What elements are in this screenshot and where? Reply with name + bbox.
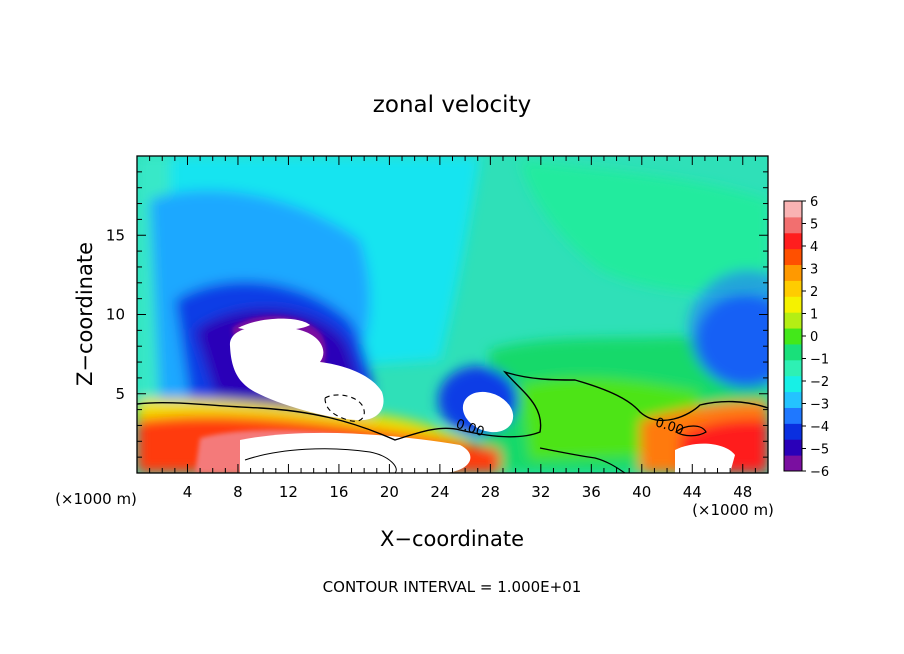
y-tick-label: 5 [115, 385, 125, 403]
colorbar-swatch [784, 280, 802, 297]
x-tick-label: 28 [481, 483, 500, 501]
positive-contour-thin [244, 448, 397, 473]
green-region-right [520, 160, 768, 294]
white-strip-left [238, 318, 310, 331]
x-tick-label: 40 [632, 483, 651, 501]
colorbar: 6 5 4 3 2 1 0 −1 −2 −3 −4 −5 −6 [783, 195, 829, 480]
zero-contour [137, 370, 768, 441]
white-saturated-region-left [229, 325, 384, 421]
colorbar-swatch [784, 455, 802, 472]
y-tick-label: 10 [106, 306, 125, 324]
colorbar-swatch [784, 343, 802, 361]
contours [137, 370, 768, 473]
colorbar-tick-label: −1 [810, 353, 829, 368]
x-tick-label: 36 [582, 483, 601, 501]
colorbar-swatch [784, 264, 802, 281]
colorbar-tick-label: 0 [810, 330, 818, 345]
colorbar-tick-label: −3 [810, 398, 829, 413]
y-tick-label: 15 [106, 226, 125, 244]
colorbar-swatch [784, 216, 802, 234]
x-tick-label: 20 [380, 483, 399, 501]
x-tick-label: 16 [329, 483, 348, 501]
x-tick-label: 48 [733, 483, 752, 501]
x-tick-label: 24 [430, 483, 449, 501]
x-tick-label: 32 [531, 483, 550, 501]
colorbar-tick-label: 6 [810, 195, 818, 210]
colorbar-tick-label: 5 [810, 218, 818, 233]
colorbar-swatch [784, 296, 802, 313]
x-tick-label: 44 [683, 483, 702, 501]
x-tick-label: 8 [233, 483, 243, 501]
colorbar-swatch [784, 439, 802, 456]
x-unit-label-right: (×1000 m) [692, 501, 774, 519]
negative-contour-dashed [324, 394, 365, 422]
colorbar-swatch [784, 201, 802, 218]
colorbar-tick-label: 4 [810, 240, 818, 255]
velocity-field [137, 156, 768, 473]
colorbar-tick-label: −4 [810, 420, 829, 435]
colorbar-swatch [784, 375, 802, 393]
colorbar-swatch [784, 312, 802, 329]
lightblue-region-right [688, 270, 768, 390]
colorbar-tick-label: 2 [810, 285, 818, 300]
colorbar-swatch [784, 423, 802, 440]
white-saturated-region-bottom-right [675, 443, 735, 473]
y-axis-label: Z−coordinate [73, 242, 97, 386]
colorbar-swatch [784, 407, 802, 424]
colorbar-swatch [784, 328, 802, 345]
colorbar-tick-label: 3 [810, 263, 818, 278]
colorbar-tick-label: −2 [810, 375, 829, 390]
small-contour-right [674, 425, 707, 437]
colorbar-swatch [784, 248, 802, 266]
x-tick-label: 4 [183, 483, 193, 501]
colorbar-tick-label: −5 [810, 443, 829, 458]
colorbar-swatch [784, 391, 802, 408]
zero-contour-lower [539, 447, 626, 473]
chart-title: zonal velocity [373, 92, 531, 118]
colorbar-tick-label: −6 [810, 465, 829, 480]
x-axis-label: X−coordinate [380, 527, 524, 551]
x-unit-label-left: (×1000 m) [55, 490, 137, 508]
x-tick-label: 12 [279, 483, 298, 501]
white-saturated-region-mid [462, 391, 514, 433]
colorbar-swatch [784, 359, 802, 377]
colorbar-swatch [784, 232, 802, 250]
contour-interval-footer: CONTOUR INTERVAL = 1.000E+01 [323, 578, 582, 596]
white-saturated-region-bottom-left [240, 432, 471, 473]
colorbar-tick-label: 1 [810, 308, 818, 323]
